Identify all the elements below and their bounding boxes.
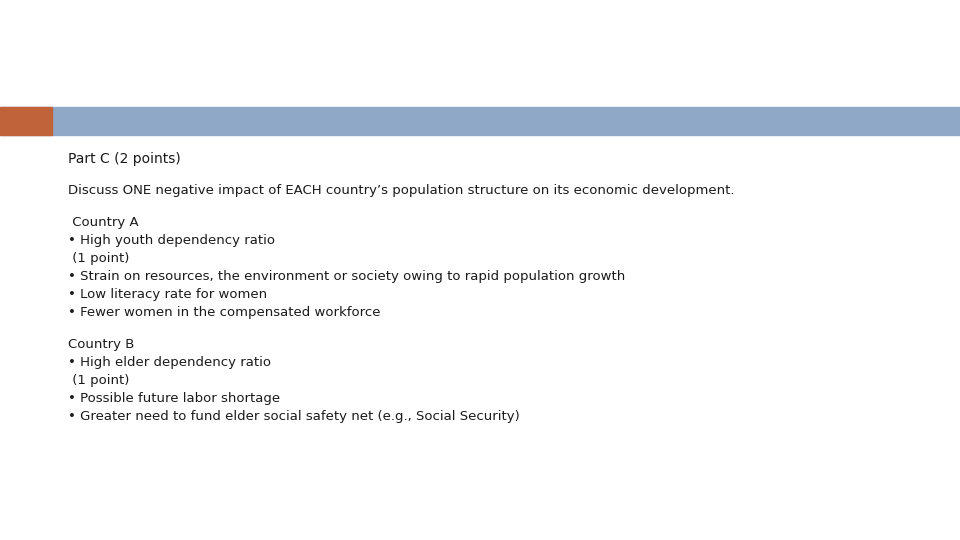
Text: • Low literacy rate for women: • Low literacy rate for women [68, 288, 267, 301]
Text: • Greater need to fund elder social safety net (e.g., Social Security): • Greater need to fund elder social safe… [68, 410, 519, 423]
Bar [0, 107, 960, 135]
Text: (1 point): (1 point) [68, 374, 130, 387]
Text: • Strain on resources, the environment or society owing to rapid population grow: • Strain on resources, the environment o… [68, 270, 625, 283]
Text: (1 point): (1 point) [68, 252, 130, 265]
Text: • Fewer women in the compensated workforce: • Fewer women in the compensated workfor… [68, 306, 380, 319]
Text: • Possible future labor shortage: • Possible future labor shortage [68, 392, 280, 405]
Bar [0, 107, 52, 135]
Text: Discuss ONE negative impact of EACH country’s population structure on its econom: Discuss ONE negative impact of EACH coun… [68, 184, 734, 197]
Text: • High elder dependency ratio: • High elder dependency ratio [68, 356, 271, 369]
Text: Country B: Country B [68, 338, 134, 351]
Text: Country A: Country A [68, 216, 138, 229]
Text: • High youth dependency ratio: • High youth dependency ratio [68, 234, 275, 247]
Text: Part C (2 points): Part C (2 points) [68, 152, 180, 166]
